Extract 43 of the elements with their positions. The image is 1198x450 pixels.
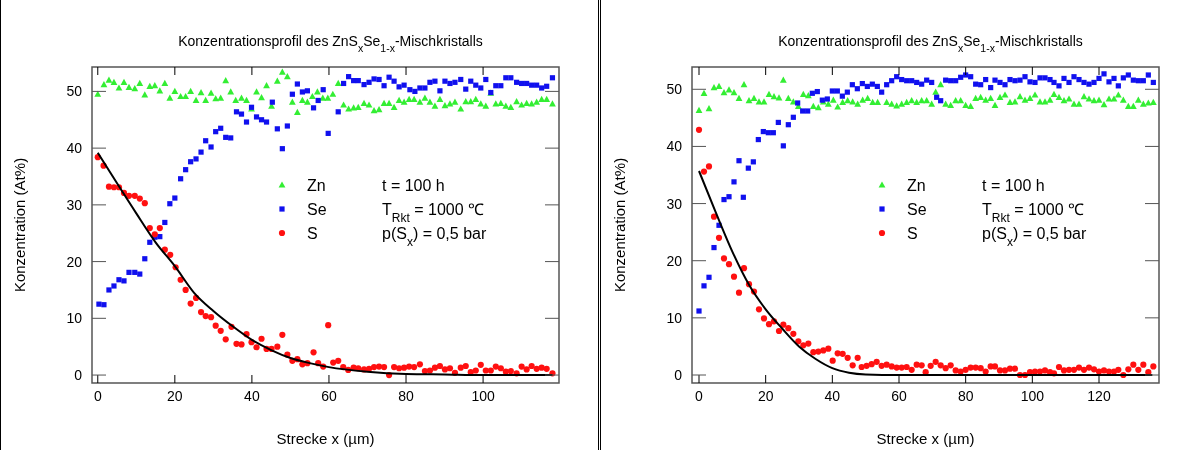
legend-label: S [907, 225, 918, 242]
y-tick-label: 20 [666, 252, 683, 269]
x-tick-label: 0 [695, 388, 704, 404]
x-tick-label: 20 [167, 388, 183, 404]
y-tick-label: 50 [666, 81, 683, 98]
y-axis-title: Konzentration (At%) [611, 157, 628, 293]
x-axis-title: Strecke x (µm) [276, 430, 375, 447]
y-tick-label: 0 [674, 367, 683, 383]
legend-label: Zn [907, 177, 926, 194]
chart-title: Konzentrationsprofil des ZnS$_{x}$Se$_{1-x}$-Mischkristalls [178, 33, 483, 54]
x-tick-label: 80 [957, 388, 974, 404]
x-tick-label: 40 [244, 388, 260, 404]
annotation: T$_{Rkt}$ = 1000 ℃ [982, 201, 1085, 225]
y-tick-label: 40 [666, 138, 683, 155]
x-tick-label: 80 [398, 388, 415, 404]
legend-label: S [307, 225, 318, 242]
annotation: T$_{Rkt}$ = 1000 ℃ [382, 201, 485, 225]
y-tick-label: 0 [74, 367, 83, 384]
x-tick-label: 20 [757, 388, 774, 404]
x-tick-label: 0 [93, 388, 102, 404]
y-tick-label: 10 [66, 310, 83, 327]
y-tick-label: 30 [66, 196, 83, 213]
x-axis-title: Strecke x (µm) [876, 430, 975, 447]
x-tick-label: 40 [824, 388, 841, 404]
y-axis-title: Konzentration (At%) [11, 157, 28, 293]
x-tick-label: 100 [471, 388, 495, 404]
annotation: t = 100 h [982, 177, 1045, 194]
legend-label: Se [907, 201, 927, 218]
x-tick-label: 100 [1020, 388, 1045, 404]
x-tick-label: 60 [891, 388, 907, 404]
x-tick-label: 120 [1087, 388, 1111, 404]
x-tick-label: 60 [321, 388, 337, 404]
y-tick-label: 10 [666, 309, 683, 326]
annotation: t = 100 h [382, 177, 445, 194]
annotation: p(S$_{x}$) = 0,5 bar [982, 225, 1087, 249]
y-tick-label: 20 [66, 253, 83, 270]
annotation: p(S$_{x}$) = 0,5 bar [382, 225, 487, 249]
legend-label: Se [307, 201, 327, 218]
legend-label: Zn [307, 177, 326, 194]
y-tick-label: 50 [66, 83, 83, 100]
y-tick-label: 40 [66, 140, 83, 157]
chart-title: Konzentrationsprofil des ZnS$_{x}$Se$_{1-x}$-Mischkristalls [778, 33, 1083, 54]
y-tick-label: 30 [666, 195, 683, 212]
